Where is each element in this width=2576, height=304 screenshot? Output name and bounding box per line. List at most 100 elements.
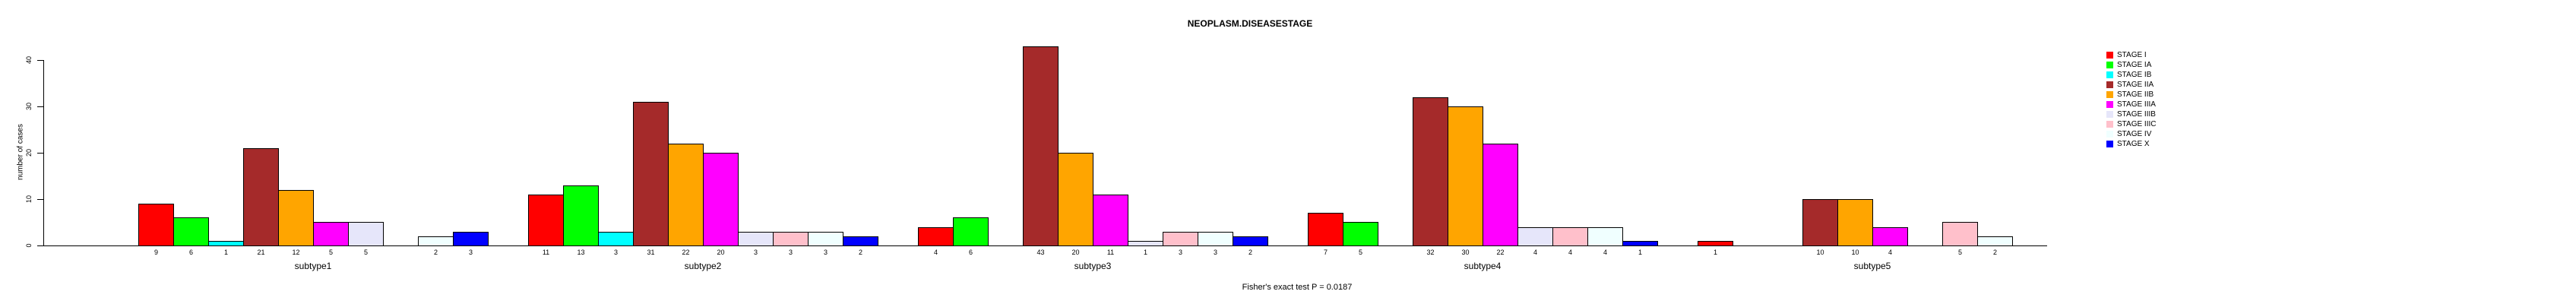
bar-value-label: 2 [433,249,438,256]
legend-label: STAGE IIIB [2117,110,2156,119]
bar-stage-iv-subtype1 [418,236,454,246]
y-tick-label: 20 [25,149,33,157]
legend-swatch-stage-x [2106,141,2113,147]
bar-stage-iib-subtype1 [278,190,314,246]
bar-value-label: 2 [1248,249,1252,256]
legend-swatch-stage-ia [2106,62,2113,68]
bar-stage-iia-subtype4 [1413,97,1448,246]
x-category-label-subtype2: subtype2 [684,261,722,271]
legend-label: STAGE I [2117,51,2147,59]
legend-swatch-stage-iv [2106,131,2113,138]
annotation-fisher-test: Fisher's exact test P = 0.0187 [1242,283,1353,292]
bar-value-label: 10 [1851,249,1859,256]
bar-value-label: 1 [1143,249,1147,256]
bar-stage-ib-subtype2 [598,232,634,246]
bar-stage-i-subtype5 [1698,241,1733,246]
bar-value-label: 2 [858,249,862,256]
bar-value-label: 43 [1036,249,1045,256]
bar-stage-x-subtype2 [843,236,878,246]
bar-stage-iiia-subtype1 [313,222,349,246]
legend-label: STAGE IIIC [2117,120,2157,128]
bar-stage-iiic-subtype5 [1942,222,1978,246]
bar-value-label: 31 [647,249,655,256]
bar-value-label: 3 [613,249,618,256]
legend-swatch-stage-ib [2106,71,2113,78]
bar-value-label: 32 [1426,249,1435,256]
bar-stage-iiib-subtype3 [1128,241,1163,246]
legend-label: STAGE IV [2117,130,2152,138]
bar-stage-ia-subtype4 [1343,222,1378,246]
legend-swatch-stage-i [2106,52,2113,59]
bar-value-label: 10 [1816,249,1824,256]
bar-value-label: 4 [1568,249,1572,256]
bar-value-label: 13 [577,249,585,256]
bar-value-label: 22 [1496,249,1505,256]
bar-stage-ia-subtype3 [953,217,989,246]
bar-value-label: 2 [1992,249,1997,256]
bar-value-label: 6 [188,249,193,256]
bar-stage-iiic-subtype4 [1552,227,1588,246]
bar-stage-ib-subtype1 [208,241,244,246]
legend-label: STAGE X [2117,140,2150,148]
bar-stage-iiia-subtype2 [703,153,739,246]
bar-value-label: 3 [468,249,473,256]
bar-value-label: 3 [823,249,828,256]
legend-label: STAGE IIIA [2117,100,2156,109]
legend-label: STAGE IA [2117,61,2152,69]
y-tick-label: 0 [25,243,33,248]
bar-stage-iiib-subtype1 [348,222,384,246]
bar-value-label: 5 [363,249,368,256]
legend-swatch-stage-iib [2106,91,2113,98]
bar-value-label: 3 [788,249,793,256]
bar-stage-iia-subtype1 [243,148,279,246]
legend-label: STAGE IIB [2117,90,2154,99]
bar-value-label: 5 [328,249,333,256]
bar-value-label: 3 [753,249,758,256]
y-axis-line [43,60,44,246]
bar-value-label: 4 [1888,249,1892,256]
bar-stage-ia-subtype2 [563,185,599,246]
bar-stage-iiia-subtype5 [1872,227,1908,246]
y-tick [37,153,43,154]
bar-value-label: 11 [542,249,550,256]
y-tick-label: 10 [25,195,33,204]
legend-swatch-stage-iiia [2106,101,2113,108]
bar-value-label: 4 [1603,249,1607,256]
x-category-label-subtype1: subtype1 [294,261,332,271]
bar-stage-i-subtype2 [528,195,564,246]
bar-stage-iiia-subtype3 [1093,195,1128,246]
legend-label: STAGE IB [2117,71,2152,79]
bar-stage-iib-subtype2 [668,144,704,246]
bar-value-label: 1 [1713,249,1717,256]
x-category-label-subtype5: subtype5 [1853,261,1891,271]
bar-value-label: 12 [292,249,300,256]
bar-value-label: 5 [1358,249,1362,256]
bar-stage-x-subtype1 [453,232,489,246]
bar-value-label: 20 [1071,249,1080,256]
bar-value-label: 1 [223,249,228,256]
bar-stage-x-subtype4 [1622,241,1658,246]
bar-stage-iiia-subtype4 [1483,144,1518,246]
bar-value-label: 4 [1533,249,1537,256]
legend-label: STAGE IIA [2117,81,2154,89]
bar-value-label: 5 [1957,249,1962,256]
bar-stage-iiib-subtype4 [1517,227,1553,246]
bar-value-label: 11 [1106,249,1115,256]
bar-stage-iib-subtype5 [1837,199,1873,246]
bar-value-label: 7 [1323,249,1328,256]
bar-stage-iv-subtype5 [1977,236,2013,246]
bar-stage-i-subtype1 [138,204,174,246]
bar-value-label: 20 [717,249,725,256]
bar-stage-iia-subtype3 [1023,46,1059,246]
y-tick [37,60,43,61]
legend-swatch-stage-iiib [2106,111,2113,118]
x-category-label-subtype3: subtype3 [1074,261,1112,271]
bar-stage-iv-subtype3 [1198,232,1233,246]
bar-stage-iia-subtype5 [1802,199,1838,246]
bar-stage-iib-subtype3 [1058,153,1093,246]
legend-swatch-stage-iia [2106,81,2113,88]
bar-value-label: 30 [1461,249,1470,256]
y-tick [37,106,43,107]
y-tick [37,245,43,246]
